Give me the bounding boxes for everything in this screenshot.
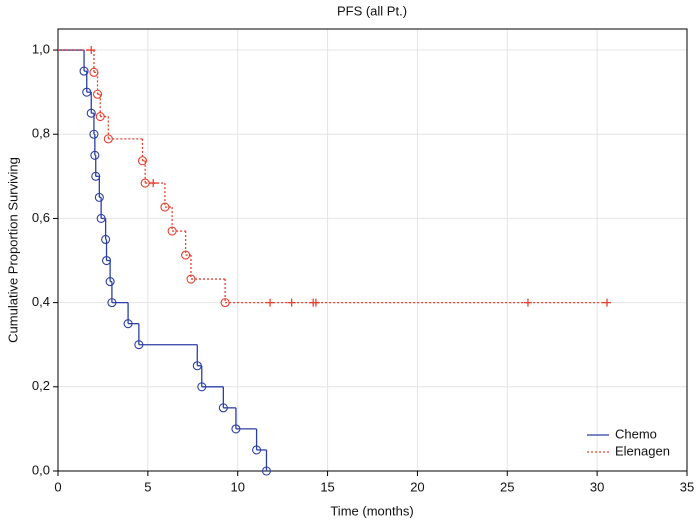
event-marker <box>167 226 177 236</box>
event-marker <box>218 403 228 413</box>
x-tick-label: 10 <box>230 479 244 494</box>
event-marker <box>134 340 144 350</box>
censor-marker <box>311 298 320 307</box>
event-marker <box>220 298 230 308</box>
event-marker <box>261 466 272 476</box>
event-marker <box>231 424 241 434</box>
event-marker <box>137 156 148 166</box>
y-axis-label: Cumulative Proportion Surviving <box>5 157 20 343</box>
y-tick-label: 0,0 <box>32 462 50 477</box>
censor-marker <box>287 298 296 307</box>
y-tick-label: 1,0 <box>32 41 50 56</box>
x-tick-label: 20 <box>410 479 424 494</box>
chart-title: PFS (all Pt.) <box>337 3 407 18</box>
censor-marker <box>603 298 612 307</box>
x-tick-label: 35 <box>680 479 694 494</box>
event-marker <box>123 319 133 329</box>
x-tick-label: 5 <box>144 479 151 494</box>
censor-marker <box>523 298 532 307</box>
event-marker <box>197 382 207 392</box>
y-tick-label: 0,6 <box>32 210 50 225</box>
event-marker <box>90 150 100 160</box>
event-marker <box>181 250 191 260</box>
censor-marker <box>87 46 96 55</box>
event-marker <box>105 277 115 287</box>
plot-frame <box>57 28 688 472</box>
censor-marker <box>149 179 158 188</box>
x-axis-label: Time (months) <box>330 503 413 518</box>
x-tick-label: 15 <box>320 479 334 494</box>
x-tick-label: 0 <box>54 479 61 494</box>
event-marker <box>101 234 111 245</box>
event-marker <box>79 66 89 76</box>
event-marker <box>92 89 103 99</box>
censor-marker <box>266 298 275 307</box>
event-marker <box>186 274 196 284</box>
event-marker <box>95 112 105 122</box>
event-marker <box>140 178 150 188</box>
event-marker <box>89 129 99 139</box>
y-tick-label: 0,8 <box>32 126 50 141</box>
event-marker <box>94 192 104 202</box>
y-tick-label: 0,4 <box>32 294 50 309</box>
x-tick-label: 30 <box>590 479 604 494</box>
legend-label: Elenagen <box>615 443 670 458</box>
event-marker <box>160 202 170 212</box>
event-marker <box>103 134 113 144</box>
event-marker <box>252 445 262 455</box>
x-tick-label: 25 <box>500 479 514 494</box>
legend-label: Chemo <box>615 426 657 441</box>
event-marker <box>107 298 117 308</box>
event-marker <box>86 108 96 118</box>
y-tick-label: 0,2 <box>32 378 50 393</box>
